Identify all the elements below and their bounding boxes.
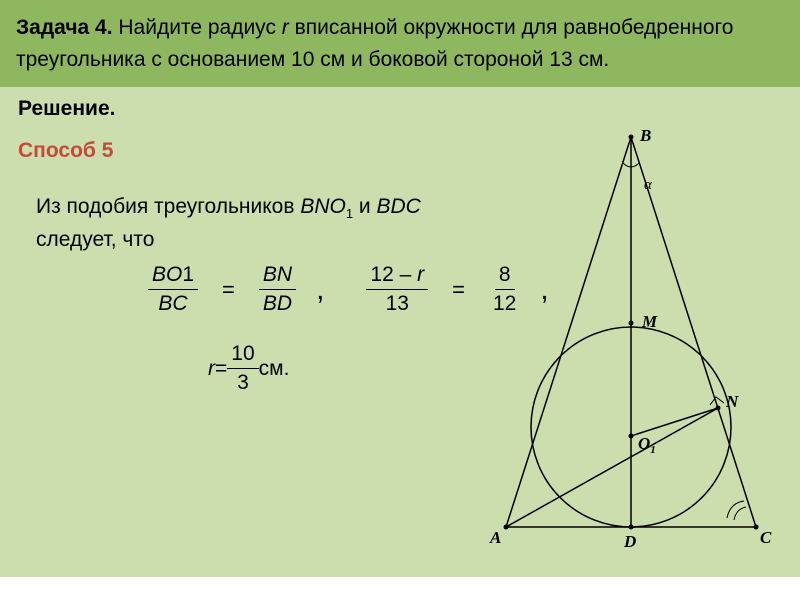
num: 10 (227, 342, 258, 369)
frac-10-3: 10 3 (227, 342, 258, 395)
den: 13 (382, 290, 413, 316)
result-unit: см. (259, 357, 290, 381)
svg-text:O1: O1 (638, 434, 656, 456)
comma-1: , (316, 273, 324, 307)
num-sub: 1 (182, 263, 194, 286)
den: BC (154, 290, 191, 316)
frac-bn-bd: BN BD (259, 263, 296, 316)
triangle-diagram: α A B C D M N O1 (486, 127, 776, 557)
solution-label: Решение. (18, 97, 782, 121)
equals-1: = (222, 277, 235, 303)
triangle-bdc: BDC (376, 195, 420, 218)
svg-text:B: B (639, 127, 651, 145)
den: 3 (233, 369, 253, 395)
solution-content: Решение. Способ 5 Из подобия треугольник… (0, 87, 800, 577)
problem-header: Задача 4. Найдите радиус r вписанной окр… (0, 0, 800, 87)
den: BD (259, 290, 296, 316)
num-expr: 12 – r (370, 263, 424, 286)
sub-1: 1 (346, 206, 353, 221)
svg-text:A: A (489, 528, 501, 547)
text-and: и (353, 195, 376, 218)
svg-text:M: M (641, 312, 658, 331)
svg-text:D: D (623, 532, 636, 551)
task-var: r (282, 16, 289, 39)
task-text-1: Найдите радиус (113, 16, 282, 39)
task-label: Задача 4. (16, 16, 113, 39)
frac-12r-13: 12 – r 13 (366, 263, 428, 316)
num: BN (259, 263, 296, 290)
text-frag: Из подобия треугольников (36, 195, 300, 218)
result-var: r (208, 357, 215, 381)
svg-text:N: N (725, 392, 739, 411)
svg-text:C: C (760, 528, 772, 547)
equals-2: = (452, 277, 465, 303)
frac-bo1-bc: BO1 BC (148, 263, 198, 316)
svg-text:α: α (644, 177, 653, 193)
num: BO (152, 263, 182, 286)
result-eq: = (215, 357, 227, 381)
triangle-bno: BNO (300, 195, 346, 218)
